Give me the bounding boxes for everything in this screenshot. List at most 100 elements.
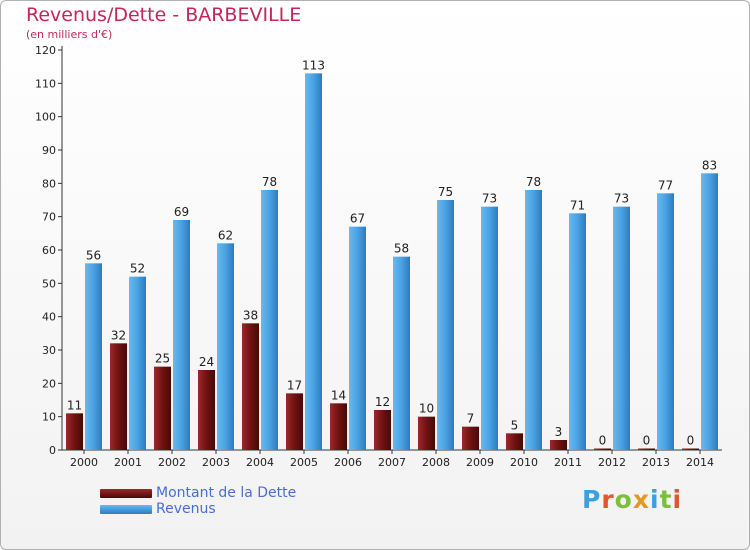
x-tick-label: 2000 [70, 456, 98, 469]
legend-swatch-revenus [100, 505, 152, 514]
bar-dette [506, 433, 523, 450]
data-label: 38 [243, 308, 258, 322]
x-tick-label: 2014 [686, 456, 714, 469]
data-label: 3 [555, 425, 563, 439]
data-label: 113 [302, 58, 325, 72]
bar-revenus [525, 190, 542, 450]
y-tick-label: 120 [35, 44, 56, 57]
bar-revenus [613, 206, 630, 450]
bar-revenus [569, 213, 586, 450]
legend-label-debt: Montant de la Dette [156, 485, 297, 501]
data-label: 69 [174, 205, 189, 219]
y-tick-label: 70 [42, 211, 56, 224]
y-tick-label: 60 [42, 244, 56, 257]
chart-subtitle: (en milliers d'€) [26, 28, 113, 41]
bar-revenus [305, 73, 322, 450]
bar-revenus [393, 256, 410, 450]
x-tick-label: 2007 [378, 456, 406, 469]
bar-revenus [261, 190, 278, 450]
data-label: 56 [86, 248, 101, 262]
data-label: 14 [331, 388, 346, 402]
data-label: 24 [199, 355, 214, 369]
bar-dette [550, 440, 567, 450]
bar-dette [418, 416, 435, 450]
brand-letter: i [650, 485, 660, 514]
bar-revenus [129, 276, 146, 450]
y-tick-label: 80 [42, 177, 56, 190]
bar-dette [110, 343, 127, 450]
bar-revenus [173, 220, 190, 450]
data-label: 17 [287, 378, 302, 392]
x-tick-label: 2010 [510, 456, 538, 469]
y-tick-label: 90 [42, 144, 56, 157]
legend-swatch-debt [100, 489, 152, 498]
data-label: 83 [702, 158, 717, 172]
data-label: 58 [394, 242, 409, 256]
bar-dette [594, 448, 611, 450]
x-tick-label: 2009 [466, 456, 494, 469]
brand-letter: o [614, 485, 633, 514]
y-tick-label: 30 [42, 344, 56, 357]
bar-dette [198, 370, 215, 450]
y-tick-label: 40 [42, 311, 56, 324]
legend-label-revenus: Revenus [156, 501, 216, 517]
brand-letter: i [672, 485, 683, 514]
data-label: 7 [467, 412, 475, 426]
data-label: 67 [350, 212, 365, 226]
y-tick-label: 110 [35, 77, 56, 90]
bar-dette [330, 403, 347, 450]
data-label: 12 [375, 395, 390, 409]
y-tick-label: 0 [49, 444, 56, 457]
bar-revenus [437, 200, 454, 450]
data-label: 73 [614, 192, 629, 206]
y-tick-label: 20 [42, 377, 56, 390]
data-label: 10 [419, 402, 434, 416]
bar-revenus [217, 243, 234, 450]
bar-dette [66, 413, 83, 450]
data-label: 73 [482, 192, 497, 206]
chart-title: Revenus/Dette - BARBEVILLE [26, 4, 302, 26]
x-tick-label: 2011 [554, 456, 582, 469]
brand-letter: P [582, 485, 602, 514]
bar-dette [462, 426, 479, 450]
proxiti-logo: Proxiti [582, 485, 682, 514]
y-tick-label: 100 [35, 111, 56, 124]
data-label: 78 [526, 175, 541, 189]
bar-revenus [349, 226, 366, 450]
y-tick-label: 10 [42, 411, 56, 424]
data-label: 32 [111, 328, 126, 342]
x-tick-label: 2003 [202, 456, 230, 469]
bar-dette [154, 366, 171, 450]
x-tick-label: 2002 [158, 456, 186, 469]
data-label: 62 [218, 228, 233, 242]
brand-letter: r [601, 485, 615, 514]
data-label: 0 [643, 434, 651, 448]
x-tick-label: 2013 [642, 456, 670, 469]
x-tick-label: 2001 [114, 456, 142, 469]
x-tick-label: 2008 [422, 456, 450, 469]
bar-dette [242, 323, 259, 450]
data-label: 77 [658, 178, 673, 192]
bar-revenus [85, 263, 102, 450]
data-label: 0 [599, 434, 607, 448]
x-tick-label: 2005 [290, 456, 318, 469]
data-label: 5 [511, 418, 519, 432]
bar-dette [682, 448, 699, 450]
brand-letter: x [632, 485, 650, 514]
bar-revenus [657, 193, 674, 451]
data-label: 11 [67, 398, 82, 412]
data-label: 71 [570, 198, 585, 212]
data-label: 75 [438, 185, 453, 199]
x-tick-label: 2004 [246, 456, 274, 469]
bar-revenus [481, 206, 498, 450]
brand-letter: t [659, 485, 673, 514]
x-tick-label: 2012 [598, 456, 626, 469]
data-label: 52 [130, 262, 145, 276]
x-tick-label: 2006 [334, 456, 362, 469]
y-tick-label: 50 [42, 277, 56, 290]
data-label: 25 [155, 352, 170, 366]
bar-dette [638, 448, 655, 450]
data-label: 78 [262, 175, 277, 189]
bar-dette [374, 410, 391, 450]
